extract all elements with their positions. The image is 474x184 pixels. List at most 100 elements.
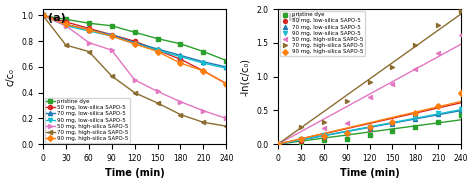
- 70 mg, high-silica SAPO-5: [201, 121, 206, 123]
- 70 mg, high-silica SAPO-5: [389, 66, 396, 69]
- pristine dye: [320, 139, 328, 141]
- 50 mg, low-silica SAPO-5: [63, 21, 69, 23]
- 90 mg, high-silica SAPO-5: [457, 92, 465, 95]
- 50 mg, low-silica SAPO-5: [435, 105, 442, 108]
- Line: 90 mg, low-silica SAPO-5: 90 mg, low-silica SAPO-5: [41, 13, 228, 70]
- 50 mg, high-silica SAPO-5: [320, 126, 328, 129]
- 70 mg, low-silica SAPO-5: [201, 61, 206, 63]
- 70 mg, low-silica SAPO-5: [435, 112, 442, 115]
- 50 mg, low-silica SAPO-5: [178, 58, 183, 60]
- 90 mg, high-silica SAPO-5: [86, 29, 91, 31]
- 90 mg, low-silica SAPO-5: [411, 117, 419, 120]
- pristine dye: [155, 38, 160, 40]
- 70 mg, high-silica SAPO-5: [457, 10, 465, 13]
- 90 mg, high-silica SAPO-5: [223, 83, 229, 85]
- pristine dye: [297, 141, 305, 144]
- 90 mg, low-silica SAPO-5: [389, 122, 396, 125]
- 50 mg, low-silica SAPO-5: [155, 49, 160, 51]
- 50 mg, high-silica SAPO-5: [109, 49, 115, 51]
- 70 mg, low-silica SAPO-5: [366, 126, 374, 129]
- pristine dye: [435, 120, 442, 123]
- 90 mg, low-silica SAPO-5: [132, 43, 137, 45]
- 90 mg, low-silica SAPO-5: [457, 108, 465, 111]
- 90 mg, low-silica SAPO-5: [320, 134, 328, 137]
- 70 mg, low-silica SAPO-5: [297, 138, 305, 141]
- 50 mg, high-silica SAPO-5: [435, 52, 442, 54]
- 90 mg, high-silica SAPO-5: [109, 35, 115, 37]
- 70 mg, high-silica SAPO-5: [86, 50, 91, 53]
- Legend: pristine dye, 50 mg, low-silica SAPO-5, 70 mg, low-silica SAPO-5, 90 mg, low-sil: pristine dye, 50 mg, low-silica SAPO-5, …: [280, 11, 365, 56]
- pristine dye: [86, 22, 91, 24]
- 90 mg, low-silica SAPO-5: [201, 62, 206, 64]
- 90 mg, high-silica SAPO-5: [435, 105, 442, 108]
- 90 mg, high-silica SAPO-5: [155, 50, 160, 53]
- 70 mg, low-silica SAPO-5: [223, 66, 229, 68]
- Text: (a): (a): [48, 13, 66, 23]
- 70 mg, high-silica SAPO-5: [320, 120, 328, 123]
- 90 mg, high-silica SAPO-5: [320, 135, 328, 137]
- 50 mg, high-silica SAPO-5: [40, 14, 46, 17]
- Line: 70 mg, low-silica SAPO-5: 70 mg, low-silica SAPO-5: [41, 13, 228, 69]
- 70 mg, low-silica SAPO-5: [63, 23, 69, 26]
- 70 mg, low-silica SAPO-5: [40, 14, 46, 17]
- Line: 70 mg, high-silica SAPO-5: 70 mg, high-silica SAPO-5: [41, 13, 228, 128]
- 50 mg, low-silica SAPO-5: [201, 70, 206, 72]
- 50 mg, high-silica SAPO-5: [155, 90, 160, 93]
- X-axis label: Time (min): Time (min): [340, 168, 400, 178]
- 70 mg, low-silica SAPO-5: [132, 41, 137, 44]
- 90 mg, high-silica SAPO-5: [178, 62, 183, 64]
- 70 mg, low-silica SAPO-5: [320, 135, 328, 137]
- pristine dye: [411, 126, 419, 129]
- Line: 50 mg, high-silica SAPO-5: 50 mg, high-silica SAPO-5: [41, 13, 228, 121]
- pristine dye: [343, 137, 350, 140]
- 50 mg, low-silica SAPO-5: [320, 135, 328, 138]
- 50 mg, high-silica SAPO-5: [274, 143, 282, 146]
- Y-axis label: c/c₀: c/c₀: [6, 68, 16, 86]
- 70 mg, high-silica SAPO-5: [132, 92, 137, 94]
- 90 mg, high-silica SAPO-5: [274, 143, 282, 146]
- 90 mg, high-silica SAPO-5: [343, 131, 350, 134]
- 50 mg, low-silica SAPO-5: [86, 27, 91, 29]
- 50 mg, high-silica SAPO-5: [223, 117, 229, 120]
- 50 mg, high-silica SAPO-5: [297, 137, 305, 140]
- 70 mg, high-silica SAPO-5: [109, 75, 115, 77]
- 50 mg, high-silica SAPO-5: [178, 101, 183, 103]
- Line: 50 mg, low-silica SAPO-5: 50 mg, low-silica SAPO-5: [41, 13, 228, 86]
- 90 mg, low-silica SAPO-5: [366, 126, 374, 129]
- 70 mg, low-silica SAPO-5: [343, 132, 350, 135]
- 90 mg, high-silica SAPO-5: [366, 126, 374, 129]
- 90 mg, low-silica SAPO-5: [178, 56, 183, 58]
- 90 mg, low-silica SAPO-5: [274, 143, 282, 146]
- 70 mg, high-silica SAPO-5: [223, 125, 229, 127]
- 70 mg, high-silica SAPO-5: [40, 14, 46, 17]
- 90 mg, high-silica SAPO-5: [201, 70, 206, 72]
- 50 mg, low-silica SAPO-5: [389, 122, 396, 125]
- 50 mg, high-silica SAPO-5: [366, 95, 374, 98]
- 50 mg, high-silica SAPO-5: [63, 25, 69, 27]
- 70 mg, low-silica SAPO-5: [457, 108, 465, 111]
- 50 mg, low-silica SAPO-5: [40, 14, 46, 17]
- 70 mg, low-silica SAPO-5: [178, 54, 183, 56]
- 50 mg, low-silica SAPO-5: [366, 128, 374, 131]
- 50 mg, low-silica SAPO-5: [223, 83, 229, 85]
- X-axis label: Time (min): Time (min): [105, 168, 164, 178]
- 90 mg, low-silica SAPO-5: [223, 67, 229, 69]
- pristine dye: [223, 59, 229, 62]
- 90 mg, low-silica SAPO-5: [86, 30, 91, 32]
- 70 mg, high-silica SAPO-5: [366, 81, 374, 84]
- Line: pristine dye: pristine dye: [41, 13, 228, 63]
- 50 mg, low-silica SAPO-5: [297, 139, 305, 142]
- 50 mg, low-silica SAPO-5: [109, 34, 115, 36]
- 90 mg, high-silica SAPO-5: [63, 23, 69, 26]
- Text: (b): (b): [283, 13, 301, 23]
- 70 mg, low-silica SAPO-5: [411, 118, 419, 121]
- 50 mg, high-silica SAPO-5: [201, 110, 206, 112]
- pristine dye: [63, 18, 69, 20]
- Line: 90 mg, high-silica SAPO-5: 90 mg, high-silica SAPO-5: [41, 13, 228, 86]
- 90 mg, high-silica SAPO-5: [411, 112, 419, 115]
- pristine dye: [274, 143, 282, 146]
- pristine dye: [40, 14, 46, 17]
- 90 mg, low-silica SAPO-5: [297, 137, 305, 140]
- pristine dye: [366, 133, 374, 136]
- 50 mg, high-silica SAPO-5: [132, 79, 137, 81]
